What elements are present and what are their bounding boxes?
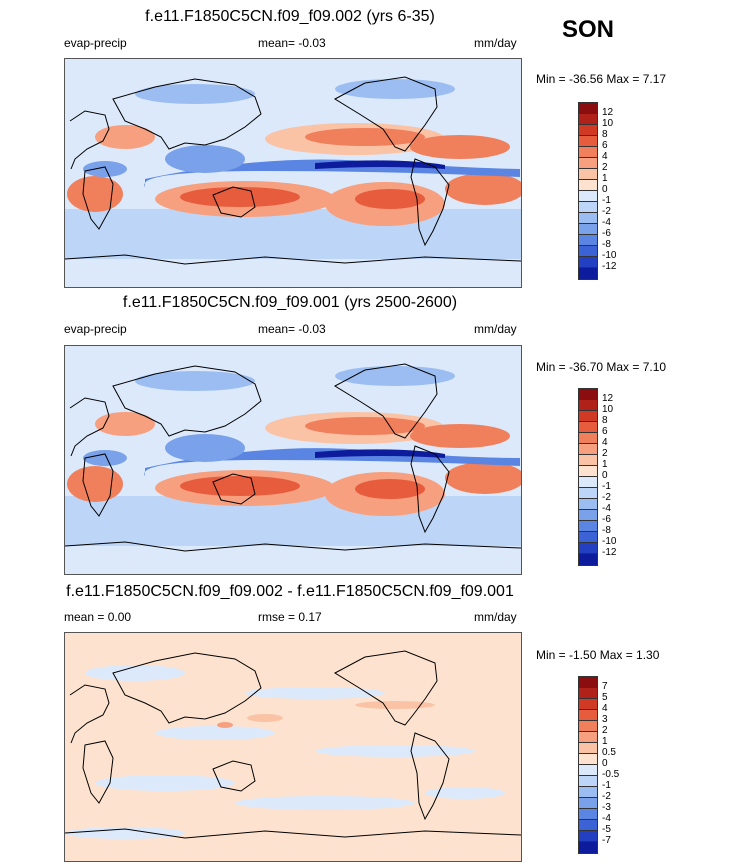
panel-3-coastlines [65, 650, 521, 839]
colorbar-tick-label: 6 [602, 140, 608, 151]
colorbar-tick-label: 10 [602, 404, 614, 415]
colorbar-tick-label: 4 [602, 151, 608, 162]
panel-3-map [64, 632, 522, 862]
panel-1-map [64, 58, 522, 288]
panel-2-colorbar: 12 10 8 6 4 2 1 0 -1 -2 -4 -6 -8 -10 -12 [578, 388, 616, 568]
colorbar-tick-label: 4 [602, 437, 608, 448]
colorbar-tick-label: 1 [602, 736, 608, 747]
panel-2-mean-label: mean= -0.03 [258, 322, 326, 336]
panel-1-variable-label: evap-precip [64, 36, 127, 50]
colorbar-tick-label: -12 [602, 547, 617, 558]
panel-2-minmax-label: Min = -36.70 Max = 7.10 [536, 360, 667, 374]
colorbar-tick-label: 1 [602, 459, 608, 470]
colorbar-tick-label: 8 [602, 129, 608, 140]
colorbar-tick-label: -4 [602, 503, 611, 514]
colorbar-tick-label: -1 [602, 195, 611, 206]
colorbar-tick-label: -2 [602, 791, 611, 802]
season-label: SON [562, 16, 615, 43]
panel-2-field [65, 366, 521, 546]
panel-2-map [64, 345, 522, 575]
colorbar-bin [578, 553, 598, 566]
colorbar-tick-label: -4 [602, 217, 611, 228]
panel-1-minmax-label: Min = -36.56 Max = 7.17 [536, 72, 667, 86]
panel-3-minmax-label: Min = -1.50 Max = 1.30 [536, 648, 660, 662]
colorbar-tick-label: 0 [602, 184, 608, 195]
colorbar-tick-label: 12 [602, 107, 614, 118]
panel-2-units-label: mm/day [474, 322, 517, 336]
colorbar-tick-label: 6 [602, 426, 608, 437]
colorbar-tick-label: 10 [602, 118, 614, 129]
colorbar-tick-label: 2 [602, 725, 608, 736]
colorbar-tick-label: 4 [602, 703, 608, 714]
colorbar-tick-label: -8 [602, 239, 611, 250]
colorbar-bin [578, 267, 598, 280]
colorbar-tick-label: -2 [602, 206, 611, 217]
colorbar-bin [578, 841, 598, 854]
colorbar-tick-label: -10 [602, 250, 617, 261]
panel-2-coastlines [65, 363, 521, 552]
colorbar-tick-label: -10 [602, 536, 617, 547]
colorbar-tick-label: -12 [602, 261, 617, 272]
panel-2-variable-label: evap-precip [64, 322, 127, 336]
panel-2-title: f.e11.F1850C5CN.f09_f09.001 (yrs 2500-26… [122, 294, 458, 311]
colorbar-tick-label: 2 [602, 162, 608, 173]
panel-3-rmse-label: rmse = 0.17 [258, 610, 322, 624]
colorbar-tick-label: 0 [602, 470, 608, 481]
panel-3-title: f.e11.F1850C5CN.f09_f09.002 - f.e11.F185… [66, 583, 514, 600]
colorbar-tick-label: -6 [602, 228, 611, 239]
panel-1-mean-label: mean= -0.03 [258, 36, 326, 50]
colorbar-tick-label: -7 [602, 835, 611, 846]
colorbar-tick-label: 0.5 [602, 747, 616, 758]
colorbar-tick-label: -6 [602, 514, 611, 525]
panel-3-units-label: mm/day [474, 610, 517, 624]
panel-1-units-label: mm/day [474, 36, 517, 50]
colorbar-tick-label: 8 [602, 415, 608, 426]
colorbar-tick-label: 5 [602, 692, 608, 703]
colorbar-tick-label: -1 [602, 780, 611, 791]
panel-1-coastlines [65, 76, 521, 265]
panel-3-mean-label: mean = 0.00 [64, 610, 132, 624]
colorbar-tick-label: 1 [602, 173, 608, 184]
panel-1-title: f.e11.F1850C5CN.f09_f09.002 (yrs 6-35) [145, 8, 435, 25]
colorbar-tick-label: 0 [602, 758, 608, 769]
colorbar-tick-label: -1 [602, 481, 611, 492]
colorbar-tick-label: 12 [602, 393, 614, 404]
colorbar-tick-label: 3 [602, 714, 608, 725]
colorbar-tick-label: -4 [602, 813, 611, 824]
colorbar-tick-label: -5 [602, 824, 611, 835]
panel-3-field [65, 665, 505, 839]
colorbar-tick-label: 2 [602, 448, 608, 459]
panel-3-colorbar: 7 5 4 3 2 1 0.5 0 -0.5 -1 -2 -3 -4 -5 -7 [578, 676, 619, 856]
colorbar-tick-label: -8 [602, 525, 611, 536]
panel-1-colorbar: 12 10 8 6 4 2 1 0 -1 -2 -4 -6 -8 -10 -12 [578, 102, 616, 282]
colorbar-tick-label: -3 [602, 802, 611, 813]
colorbar-tick-label: -0.5 [602, 769, 620, 780]
colorbar-tick-label: 7 [602, 681, 608, 692]
panel-1-field [65, 79, 521, 259]
colorbar-tick-label: -2 [602, 492, 611, 503]
